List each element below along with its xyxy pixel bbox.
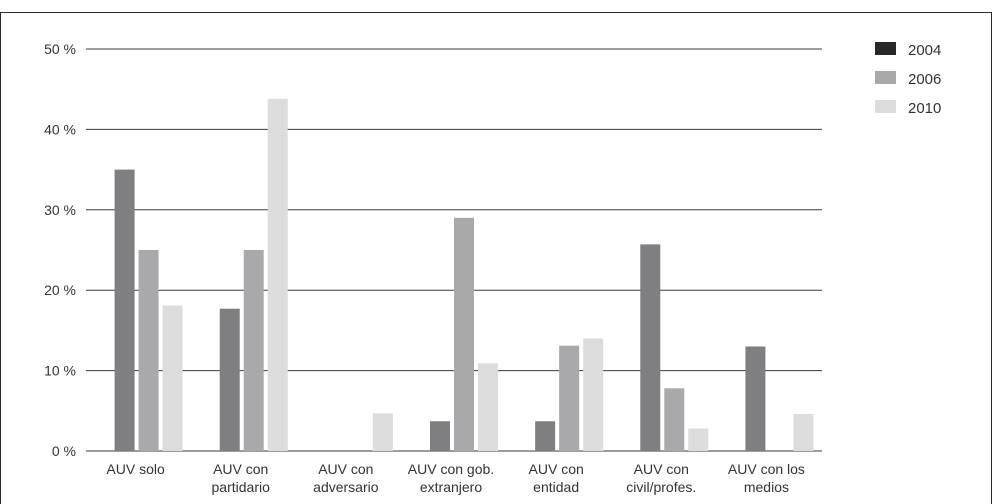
x-category-label: civil/profes. [626,479,696,495]
x-category-label: adversario [313,479,379,495]
y-tick-label: 50 % [44,41,76,57]
legend-label-2010: 2010 [908,100,941,117]
bar-2004-5 [640,244,661,451]
bar-2010-5 [688,428,709,451]
y-tick-label: 0 % [52,443,76,459]
bar-2004-0 [114,169,135,451]
x-category-label: AUV solo [106,461,165,477]
y-tick-label: 30 % [44,202,76,218]
x-category-label: AUV con [529,461,584,477]
legend-swatch-2006 [875,71,896,84]
y-tick-label: 20 % [44,282,76,298]
x-category-label: extranjero [420,479,482,495]
bar-2006-4 [559,345,580,451]
chart-frame [0,12,992,504]
x-category-label: entidad [533,479,579,495]
x-category-label: AUV con los [728,461,805,477]
x-axis-categories: AUV solo AUV con partidario AUV con adversar… [106,461,805,495]
bar-2010-2 [372,413,393,451]
bars [114,98,814,452]
x-category-label: AUV con [318,461,373,477]
bar-2004-6 [745,346,766,451]
legend: 2004 2006 2010 [875,42,941,117]
bar-2004-3 [430,421,450,451]
x-category-label: partidario [212,479,271,495]
bar-2006-1 [243,250,264,451]
bar-2004-4 [535,421,556,451]
y-axis-ticks: 0 % 10 % 20 % 30 % 40 % 50 % [44,41,76,459]
bar-2006-0 [138,250,159,451]
bar-2010-6 [793,414,814,451]
x-category-label: AUV con [634,461,689,477]
legend-swatch-2004 [875,42,896,55]
legend-label-2006: 2006 [908,71,941,88]
bar-2010-4 [583,338,604,451]
legend-label-2004: 2004 [908,42,941,59]
legend-swatch-2010 [875,100,896,113]
x-category-label: AUV con gob. [408,461,494,477]
bar-2006-3 [454,217,474,451]
y-tick-label: 40 % [44,121,76,137]
y-tick-label: 10 % [44,363,76,379]
bar-2004-1 [219,308,240,451]
bar-2006-5 [664,388,685,451]
x-category-label: AUV con [213,461,268,477]
bar-2010-0 [162,305,183,451]
bar-2010-1 [267,98,288,452]
x-category-label: medios [744,479,789,495]
bar-2010-3 [478,363,498,451]
